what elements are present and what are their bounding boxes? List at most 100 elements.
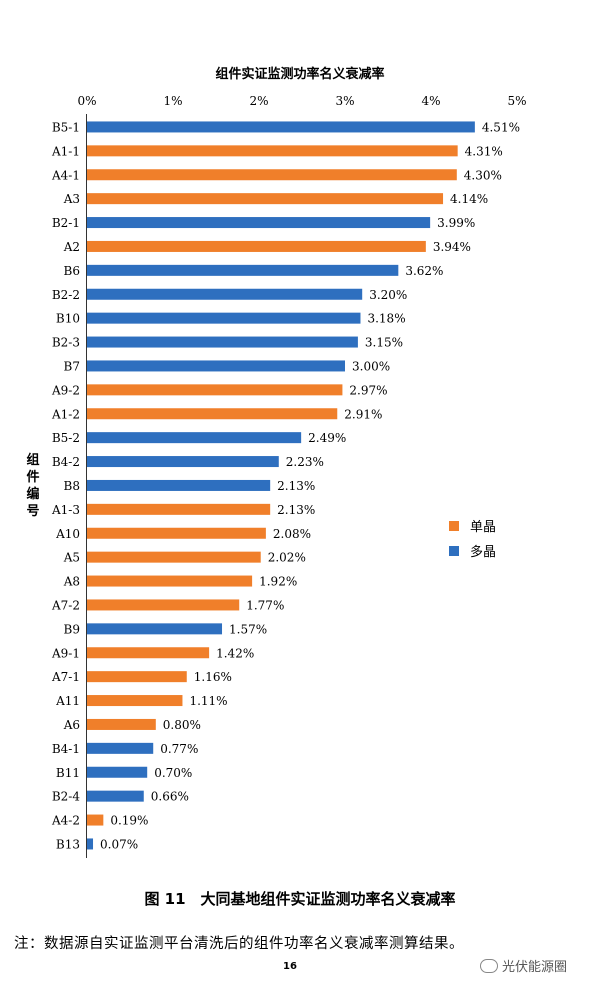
x-tick-label: 5% — [507, 94, 526, 108]
bar — [87, 742, 154, 754]
bar — [87, 145, 458, 157]
value-label: 4.14% — [450, 192, 488, 206]
category-label: A2 — [63, 240, 80, 254]
category-label: B13 — [56, 837, 80, 851]
category-label: A1-1 — [51, 144, 80, 158]
bar — [87, 838, 94, 850]
wechat-icon — [480, 959, 498, 973]
bar — [87, 599, 240, 611]
watermark-text: 光伏能源圈 — [502, 960, 568, 975]
value-label: 3.20% — [369, 288, 407, 302]
value-label: 0.19% — [110, 814, 148, 828]
value-label: 3.00% — [352, 359, 390, 373]
category-label: A5 — [63, 551, 80, 565]
bar — [87, 264, 399, 276]
chart-title: 组件实证监测功率名义衰减率 — [215, 66, 384, 82]
bar — [87, 456, 279, 468]
bar — [87, 288, 363, 300]
y-axis-title: 组件编号 — [26, 452, 39, 519]
value-label: 4.31% — [465, 144, 503, 158]
legend-label: 单晶 — [470, 520, 496, 535]
legend-label: 多晶 — [470, 544, 496, 560]
category-label: B2-2 — [52, 288, 80, 302]
x-tick-label: 2% — [249, 94, 268, 108]
value-labels: 4.51% 4.31% 4.30% 4.14% 3.99% 3.94% 3.62% 3.20%… — [100, 120, 520, 851]
value-label: 1.11% — [189, 694, 227, 708]
category-label: A6 — [63, 718, 80, 732]
value-label: 4.51% — [482, 120, 520, 134]
bar — [87, 551, 261, 563]
y-axis-label: 组件编号 — [26, 452, 39, 519]
value-label: 3.99% — [437, 216, 475, 230]
value-label: 2.91% — [344, 407, 382, 421]
category-label: A8 — [63, 575, 80, 589]
bar — [87, 623, 223, 635]
value-label: 0.80% — [163, 718, 201, 732]
bar — [87, 814, 104, 826]
value-label: 0.66% — [151, 790, 189, 804]
category-label: A1-2 — [51, 407, 80, 421]
watermark: 光伏能源圈 — [480, 956, 567, 975]
value-label: 2.08% — [273, 527, 311, 541]
value-label: 1.42% — [216, 646, 254, 660]
category-label: B7 — [64, 359, 80, 373]
value-label: 4.30% — [464, 168, 502, 182]
bar — [87, 671, 187, 683]
value-label: 1.77% — [246, 598, 284, 612]
x-tick-label: 4% — [421, 94, 440, 108]
category-label: B8 — [64, 479, 80, 493]
category-label: A9-1 — [51, 646, 80, 660]
x-tick-label: 1% — [163, 94, 182, 108]
value-label: 2.23% — [286, 455, 324, 469]
category-labels: B5-1 A1-1 A4-1 A3 B2-1 A2 B6 B2-2 B10 B2-3 B7 A9-2 A… — [51, 120, 80, 851]
legend-swatch — [449, 546, 459, 556]
x-tick-label: 3% — [335, 94, 354, 108]
category-label: B4-2 — [52, 455, 80, 469]
value-label: 0.70% — [154, 766, 192, 780]
chart: 组件实证监测功率名义衰减率 0% 1% 2% 3% 4% 5% B5-1 A1-1 A4-1 A… — [26, 66, 527, 858]
bar — [87, 527, 266, 539]
bar — [87, 408, 338, 420]
bar — [87, 718, 156, 730]
bar — [87, 384, 343, 396]
category-label: B2-1 — [52, 216, 80, 230]
bar — [87, 503, 271, 515]
bars — [87, 121, 475, 850]
category-label: B5-1 — [52, 120, 80, 134]
value-label: 2.13% — [277, 479, 315, 493]
value-label: 1.57% — [229, 622, 267, 636]
value-label: 3.94% — [433, 240, 471, 254]
category-label: B2-4 — [52, 790, 81, 804]
bar — [87, 217, 431, 229]
bar — [87, 336, 358, 348]
category-label: A7-1 — [51, 670, 80, 684]
bar — [87, 312, 361, 324]
value-label: 3.62% — [405, 264, 443, 278]
category-label: A1-3 — [51, 503, 80, 517]
category-label: A10 — [55, 527, 80, 541]
bar — [87, 121, 475, 133]
category-label: B11 — [56, 766, 80, 780]
x-axis-ticks: 0% 1% 2% 3% 4% 5% — [77, 94, 526, 108]
bar — [87, 193, 444, 205]
category-label: A11 — [55, 694, 80, 708]
bar — [87, 695, 183, 707]
value-label: 3.18% — [367, 312, 405, 326]
figure-note: 注：数据源自实证监测平台清洗后的组件功率名义衰减率测算结果。 — [14, 936, 464, 952]
bar — [87, 240, 426, 252]
bar — [87, 432, 302, 444]
category-label: B4-1 — [52, 742, 80, 756]
value-label: 0.07% — [100, 837, 138, 851]
bar — [87, 479, 271, 491]
bar — [87, 169, 457, 181]
bar — [87, 647, 210, 659]
category-label: A4-2 — [51, 814, 80, 828]
category-label: B10 — [56, 312, 80, 326]
category-label: B5-2 — [52, 431, 80, 445]
page-number: 16 — [283, 961, 297, 972]
category-label: B2-3 — [52, 336, 80, 350]
category-label: A4-1 — [51, 168, 80, 182]
bar — [87, 360, 345, 372]
category-label: A7-2 — [51, 598, 80, 612]
